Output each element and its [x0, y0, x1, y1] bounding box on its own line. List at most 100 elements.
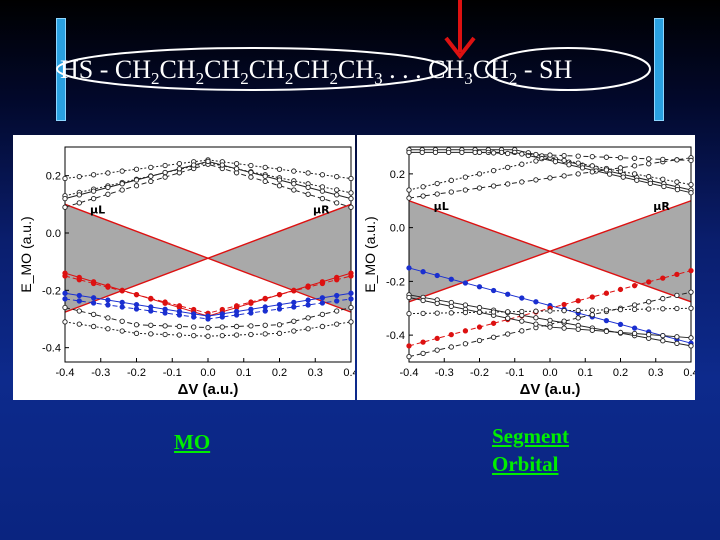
series-point [631, 306, 638, 312]
series-point [448, 189, 454, 195]
series-point [148, 173, 154, 179]
series-point [505, 309, 511, 315]
series-point [617, 329, 624, 336]
series-point [119, 318, 125, 324]
series-point [660, 338, 666, 344]
series-point [334, 174, 340, 180]
title-subscript: 2 [329, 69, 339, 89]
series-point [133, 183, 140, 189]
series-point [631, 171, 638, 177]
series-point [561, 157, 567, 164]
series-point [476, 171, 483, 177]
x-tick-label: 0.0 [200, 367, 215, 379]
series-point [448, 177, 454, 183]
series-point [660, 176, 666, 182]
series-point [219, 332, 225, 339]
series-point [448, 344, 454, 350]
series-point [105, 284, 111, 290]
series-point [348, 204, 354, 210]
series-point [248, 331, 254, 338]
series-point [519, 308, 525, 315]
series-point [617, 321, 624, 328]
y-tick-label: 0.0 [390, 223, 405, 235]
series-point [547, 152, 553, 158]
series-point [617, 165, 624, 171]
series-point [248, 323, 254, 329]
mu-line-ascending [64, 203, 352, 313]
series-point [547, 308, 553, 314]
series-point [319, 195, 326, 202]
series-point [561, 308, 567, 314]
series-point [105, 297, 111, 303]
series-point [589, 294, 595, 300]
series-point [419, 149, 425, 156]
series-point [603, 307, 610, 313]
series-point [406, 195, 412, 201]
series-point [476, 324, 483, 330]
series-point [291, 288, 297, 294]
series-point [476, 337, 483, 344]
series-point [90, 280, 97, 287]
series-point [674, 186, 681, 193]
series-point [162, 310, 168, 316]
series-point [476, 185, 483, 191]
series-point [319, 188, 326, 194]
series-point [348, 175, 354, 182]
x-tick-label: -0.1 [505, 367, 524, 379]
series-point [505, 331, 511, 337]
series-point [276, 322, 283, 328]
series-point [533, 315, 539, 321]
title-ellipses [56, 47, 651, 91]
series-point [575, 153, 581, 159]
title-text: CH [472, 55, 509, 84]
caption-mo: MO [174, 430, 211, 454]
series-point [476, 304, 483, 311]
series-point [462, 328, 469, 334]
series-point [233, 332, 240, 338]
series-point [262, 173, 268, 179]
series-point [133, 322, 140, 328]
y-tick-label: 0.2 [390, 169, 405, 181]
series-point [688, 305, 694, 311]
series-point [305, 297, 311, 303]
series-point [334, 292, 340, 299]
series-point [561, 301, 567, 308]
series-point [176, 303, 183, 309]
series-point [233, 160, 240, 167]
series-point [291, 299, 297, 306]
series-point [674, 305, 680, 312]
series-point [119, 288, 125, 294]
series-point [276, 306, 283, 312]
series-point [334, 308, 340, 314]
series-point [575, 160, 581, 166]
series-point [162, 174, 168, 180]
title-text: CH [159, 55, 196, 84]
series-point [148, 178, 154, 185]
series-point [191, 324, 197, 330]
series-point [448, 310, 454, 316]
series-point [162, 331, 168, 338]
series-point [205, 324, 211, 331]
series-point [631, 325, 638, 331]
x-tick-label: -0.3 [91, 367, 110, 379]
series-point [589, 163, 595, 169]
series-point [420, 310, 426, 317]
series-point [90, 172, 97, 178]
series-point [607, 171, 613, 177]
series-point [575, 171, 581, 177]
series-point [90, 323, 97, 330]
x-tick-label: 0.2 [272, 367, 287, 379]
series-point [119, 187, 125, 193]
series-point [119, 168, 125, 174]
series-point [420, 184, 426, 190]
series-point [133, 177, 140, 183]
series-point [90, 188, 97, 194]
series-point [119, 299, 125, 306]
series-point [262, 178, 268, 185]
series-point [490, 320, 497, 326]
series-point [406, 149, 412, 156]
series-point [62, 290, 68, 296]
series-point [348, 304, 354, 311]
series-point [462, 280, 469, 286]
series-point [631, 302, 638, 308]
